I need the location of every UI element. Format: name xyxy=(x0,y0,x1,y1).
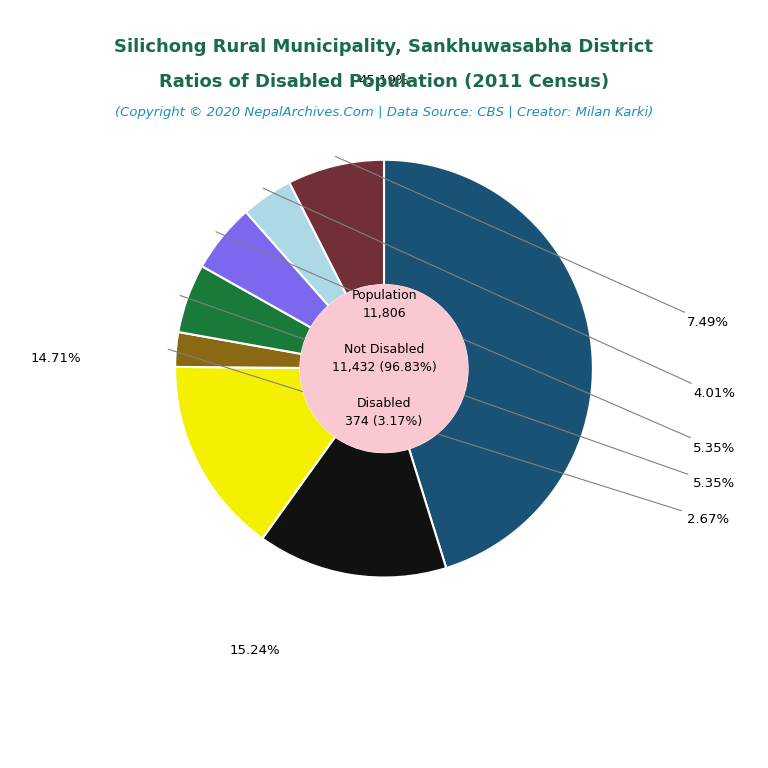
Wedge shape xyxy=(178,266,311,354)
Circle shape xyxy=(300,285,468,452)
Legend: Physically Disable - 169 (M: 94 | F: 75), Blind Only - 55 (M: 26 | F: 29), Deaf : Physically Disable - 169 (M: 94 | F: 75)… xyxy=(122,764,646,768)
Text: 15.24%: 15.24% xyxy=(229,644,280,657)
Text: 14.71%: 14.71% xyxy=(31,352,81,365)
Text: 5.35%: 5.35% xyxy=(180,296,736,490)
Wedge shape xyxy=(175,367,336,538)
Text: Ratios of Disabled Population (2011 Census): Ratios of Disabled Population (2011 Cens… xyxy=(159,73,609,91)
Wedge shape xyxy=(175,332,302,368)
Text: 45.19%: 45.19% xyxy=(359,74,409,87)
Text: Population
11,806

Not Disabled
11,432 (96.83%)

Disabled
374 (3.17%): Population 11,806 Not Disabled 11,432 (9… xyxy=(332,289,436,428)
Wedge shape xyxy=(202,212,329,328)
Text: (Copyright © 2020 NepalArchives.Com | Data Source: CBS | Creator: Milan Karki): (Copyright © 2020 NepalArchives.Com | Da… xyxy=(115,106,653,119)
Wedge shape xyxy=(263,436,446,578)
Wedge shape xyxy=(246,183,346,306)
Text: Silichong Rural Municipality, Sankhuwasabha District: Silichong Rural Municipality, Sankhuwasa… xyxy=(114,38,654,56)
Wedge shape xyxy=(290,160,384,294)
Text: 4.01%: 4.01% xyxy=(263,188,735,400)
Text: 2.67%: 2.67% xyxy=(168,349,729,525)
Wedge shape xyxy=(384,160,593,568)
Text: 5.35%: 5.35% xyxy=(216,232,736,455)
Text: 7.49%: 7.49% xyxy=(336,157,729,329)
